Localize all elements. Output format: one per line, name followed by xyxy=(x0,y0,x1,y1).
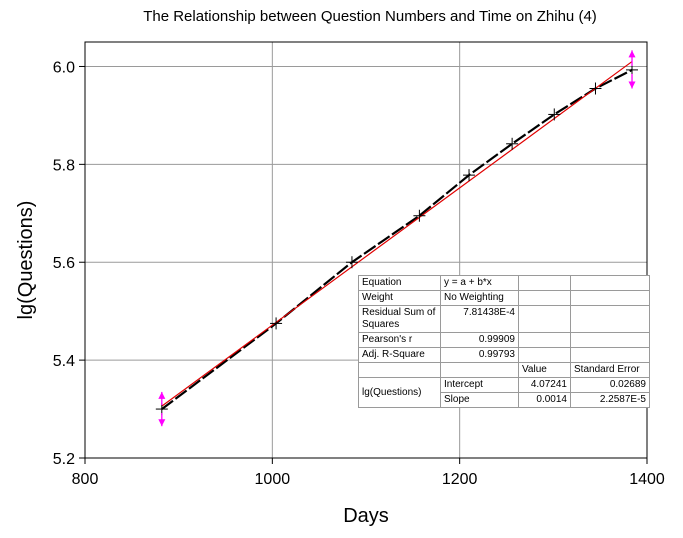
data-point xyxy=(589,82,602,95)
table-row: Value Standard Error xyxy=(358,362,650,378)
error-bar xyxy=(158,391,166,427)
error-bar xyxy=(628,50,636,89)
table-row: Weight No Weighting xyxy=(358,290,650,306)
pearson-value: 0.99909 xyxy=(440,332,519,348)
empty-cell xyxy=(518,332,571,348)
equation-value: y = a + b*x xyxy=(440,275,519,291)
plot-frame xyxy=(84,41,648,459)
empty-cell xyxy=(570,305,650,333)
empty-cell xyxy=(570,332,650,348)
slope-label: Slope xyxy=(440,392,519,408)
intercept-label: Intercept xyxy=(440,377,519,393)
y-tick-label: 5.8 xyxy=(53,157,75,174)
table-row: Residual Sum of Squares 7.81438E-4 xyxy=(358,305,650,333)
intercept-error: 0.02689 xyxy=(570,377,650,393)
fit-line xyxy=(161,61,633,407)
empty-cell xyxy=(570,347,650,363)
y-tick-label: 5.6 xyxy=(53,255,75,272)
table-row: lg(Questions) Intercept 4.07241 0.02689 xyxy=(358,377,650,408)
x-axis-title: Days xyxy=(343,505,389,527)
empty-cell xyxy=(518,275,571,291)
empty-cell xyxy=(518,347,571,363)
x-tick-label: 1200 xyxy=(442,471,478,488)
adj-r-square-value: 0.99793 xyxy=(440,347,519,363)
x-tick-label: 1400 xyxy=(629,471,665,488)
fit-statistics-table: Equation y = a + b*x Weight No Weighting… xyxy=(358,275,650,408)
empty-cell xyxy=(518,305,571,333)
data-point xyxy=(270,317,283,330)
stderr-header: Standard Error xyxy=(570,362,650,378)
data-point xyxy=(506,137,519,150)
errorbars xyxy=(158,50,636,427)
y-tick-label: 5.2 xyxy=(53,451,75,468)
equation-label: Equation xyxy=(358,275,441,291)
x-tick-label: 800 xyxy=(72,471,99,488)
dependent-variable-label: lg(Questions) xyxy=(358,377,441,408)
axis-ticks: 800 1000 1200 1400 5.2 5.4 5.6 5.8 6.0 xyxy=(53,59,665,488)
data-point xyxy=(413,209,426,222)
data-point xyxy=(463,169,476,182)
y-tick-label: 6.0 xyxy=(53,59,75,76)
data-point xyxy=(345,256,358,269)
value-header: Value xyxy=(518,362,571,378)
table-row: Adj. R-Square 0.99793 xyxy=(358,347,650,363)
rss-label: Residual Sum of Squares xyxy=(358,305,441,333)
empty-cell xyxy=(518,290,571,306)
y-tick-label: 5.4 xyxy=(53,353,75,370)
empty-cell xyxy=(358,362,441,378)
table-row: Pearson's r 0.99909 xyxy=(358,332,650,348)
slope-value: 0.0014 xyxy=(518,392,571,408)
empty-cell xyxy=(440,362,519,378)
weight-value: No Weighting xyxy=(440,290,519,306)
table-row: Equation y = a + b*x xyxy=(358,275,650,291)
slope-error: 2.2587E-5 xyxy=(570,392,650,408)
chart-title: The Relationship between Question Number… xyxy=(143,8,597,25)
empty-cell xyxy=(570,275,650,291)
table-row: Slope 0.0014 2.2587E-5 xyxy=(359,392,650,408)
empty-cell xyxy=(570,290,650,306)
adj-r-square-label: Adj. R-Square xyxy=(358,347,441,363)
x-tick-label: 1000 xyxy=(255,471,291,488)
pearson-label: Pearson's r xyxy=(358,332,441,348)
rss-value: 7.81438E-4 xyxy=(440,305,519,333)
data-point xyxy=(548,108,561,121)
intercept-value: 4.07241 xyxy=(518,377,571,393)
weight-label: Weight xyxy=(358,290,441,306)
y-axis-title: lg(Questions) xyxy=(15,201,37,320)
